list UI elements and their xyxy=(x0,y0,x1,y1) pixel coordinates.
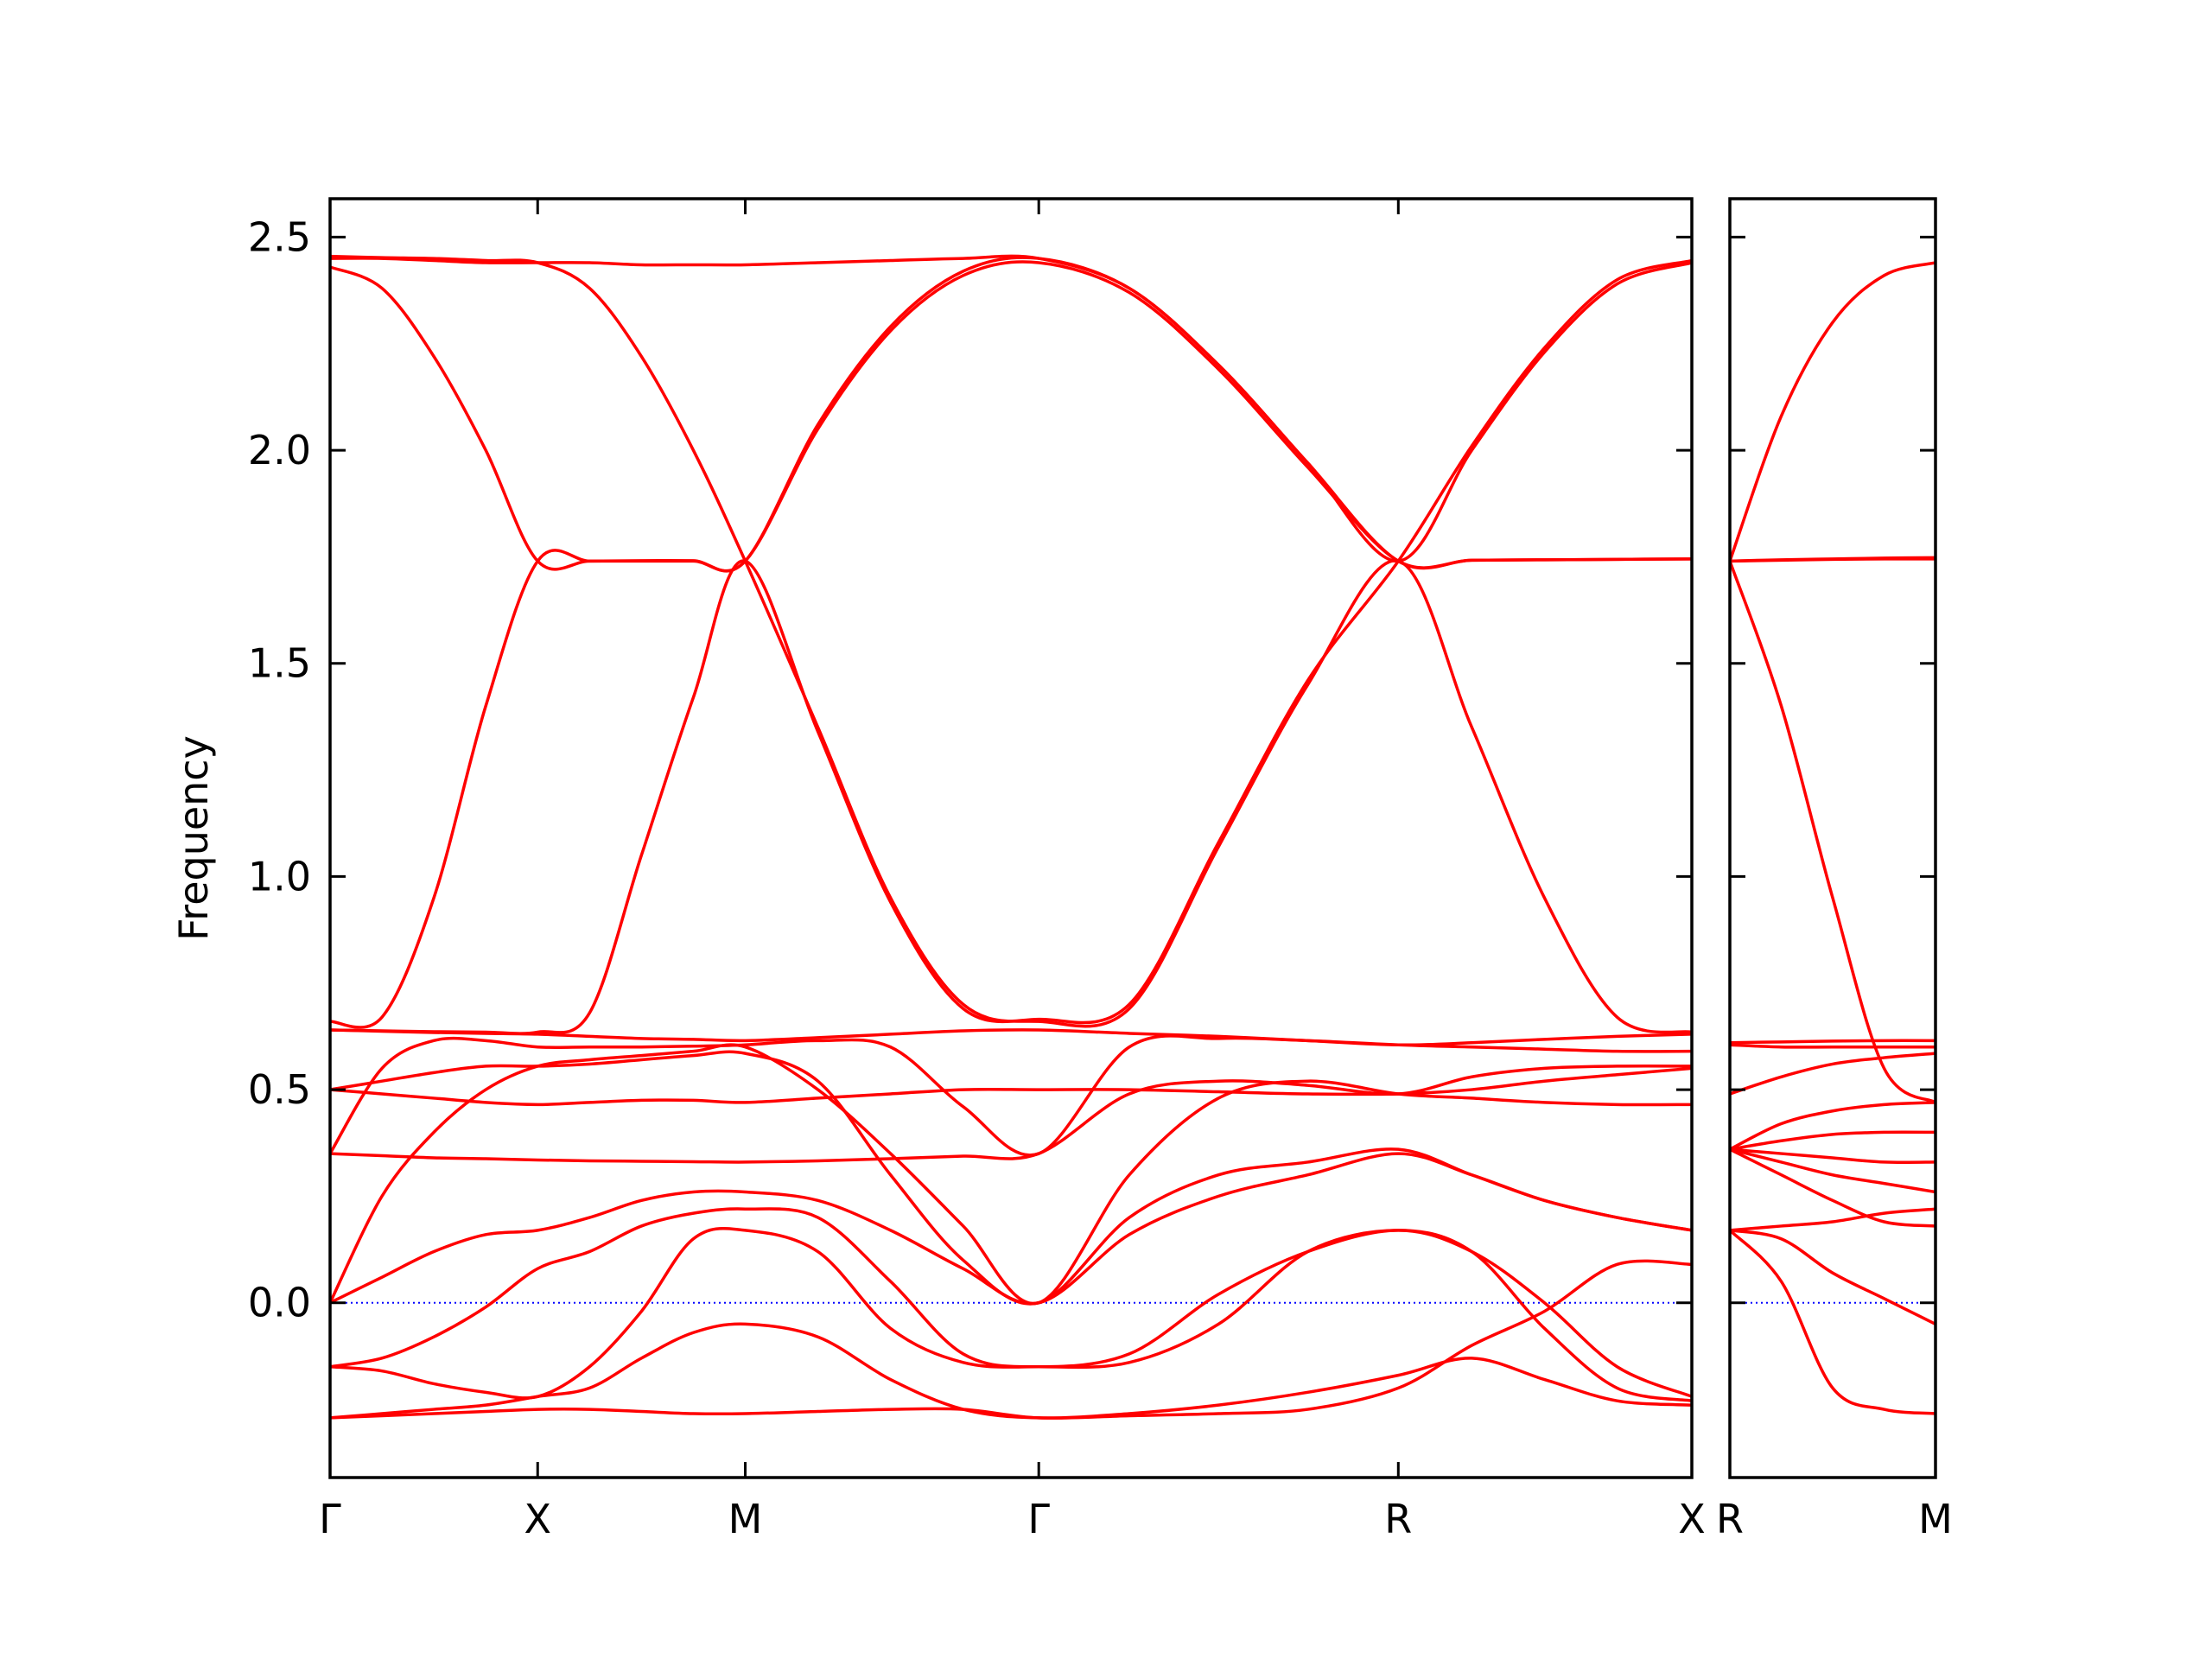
y-tick-label: 2.5 xyxy=(248,213,311,260)
band-line xyxy=(330,1207,1692,1398)
band-line xyxy=(1730,1147,1936,1228)
band-line xyxy=(1730,556,1936,563)
x-tick-label: R xyxy=(1384,1496,1412,1542)
x-tick-label: X xyxy=(1678,1496,1706,1542)
band-line xyxy=(1730,1130,1936,1151)
band-line xyxy=(1730,1229,1936,1415)
band-line xyxy=(1730,1039,1936,1045)
band-line xyxy=(330,1043,1692,1306)
band-line xyxy=(330,254,1692,563)
y-tick-label: 0.5 xyxy=(248,1066,311,1113)
band-line xyxy=(330,1152,1692,1306)
band-line xyxy=(1730,1147,1936,1194)
plot-frame xyxy=(1728,197,1937,1479)
y-tick-label: 0.0 xyxy=(248,1280,311,1326)
x-tick-label: Γ xyxy=(1027,1496,1050,1542)
band-line xyxy=(330,1066,1692,1107)
x-tick-label: M xyxy=(728,1496,763,1542)
y-tick-label: 1.5 xyxy=(248,640,311,687)
x-tick-label: X xyxy=(524,1496,551,1542)
y-tick-label: 2.0 xyxy=(248,427,311,474)
band-line xyxy=(330,256,1692,1029)
x-tick-label: M xyxy=(1918,1496,1953,1542)
band-line xyxy=(1730,1052,1936,1096)
band-line xyxy=(1730,1207,1936,1232)
band-line xyxy=(1730,560,1936,1104)
band-line xyxy=(330,260,1692,573)
y-tick-label: 1.0 xyxy=(248,853,311,899)
band-line xyxy=(330,254,1692,1034)
y-axis-label: Frequency xyxy=(170,735,217,941)
band-line xyxy=(330,1028,1692,1047)
band-line xyxy=(1730,1147,1936,1165)
band-line xyxy=(1730,1101,1936,1151)
band-line xyxy=(330,1322,1692,1420)
x-tick-label: Γ xyxy=(319,1496,341,1542)
band-line xyxy=(330,1034,1692,1157)
x-tick-label: R xyxy=(1716,1496,1744,1542)
band-line xyxy=(1730,1229,1936,1325)
plot-frame xyxy=(328,197,1694,1479)
band-line xyxy=(1730,1043,1936,1049)
band-line xyxy=(330,1259,1692,1420)
band-line xyxy=(1730,261,1936,562)
band-line xyxy=(330,1227,1692,1402)
band-line xyxy=(330,258,1692,1035)
band-line xyxy=(330,1064,1692,1164)
